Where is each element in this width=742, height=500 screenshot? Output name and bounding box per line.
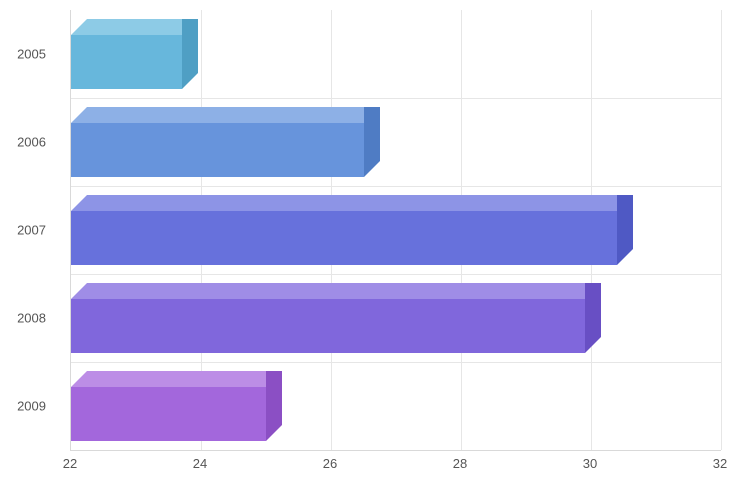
x-tick-label: 22 <box>63 456 77 471</box>
bar-front <box>71 299 585 353</box>
x-tick-label: 26 <box>323 456 337 471</box>
gridline-horizontal <box>71 186 721 187</box>
bar-top <box>71 195 633 211</box>
bar-top <box>71 107 380 123</box>
bar-side <box>364 107 380 177</box>
bar-top <box>71 19 198 35</box>
chart-container: 22 24 26 28 30 32 2005 2006 2007 2008 2009 <box>0 0 742 500</box>
x-tick-label: 28 <box>453 456 467 471</box>
x-tick-label: 30 <box>583 456 597 471</box>
y-tick-label: 2008 <box>17 311 46 326</box>
bar-front <box>71 123 364 177</box>
gridline-horizontal <box>71 274 721 275</box>
bar-side <box>617 195 633 265</box>
bar-side <box>585 283 601 353</box>
plot-area <box>70 10 721 451</box>
gridline-horizontal <box>71 362 721 363</box>
y-tick-label: 2006 <box>17 135 46 150</box>
gridline-horizontal <box>71 98 721 99</box>
bar-front <box>71 211 617 265</box>
bar-side <box>266 371 282 441</box>
bar-side <box>182 19 198 89</box>
y-tick-label: 2009 <box>17 399 46 414</box>
bar-front <box>71 35 182 89</box>
x-tick-label: 24 <box>193 456 207 471</box>
y-tick-label: 2007 <box>17 223 46 238</box>
x-axis-labels: 222426283032 <box>70 456 720 486</box>
y-tick-label: 2005 <box>17 47 46 62</box>
bar-front <box>71 387 266 441</box>
bar-top <box>71 283 601 299</box>
gridline-vertical <box>721 10 722 450</box>
x-tick-label: 32 <box>713 456 727 471</box>
bar-top <box>71 371 282 387</box>
y-axis-labels: 2005 2006 2007 2008 2009 <box>0 10 60 450</box>
